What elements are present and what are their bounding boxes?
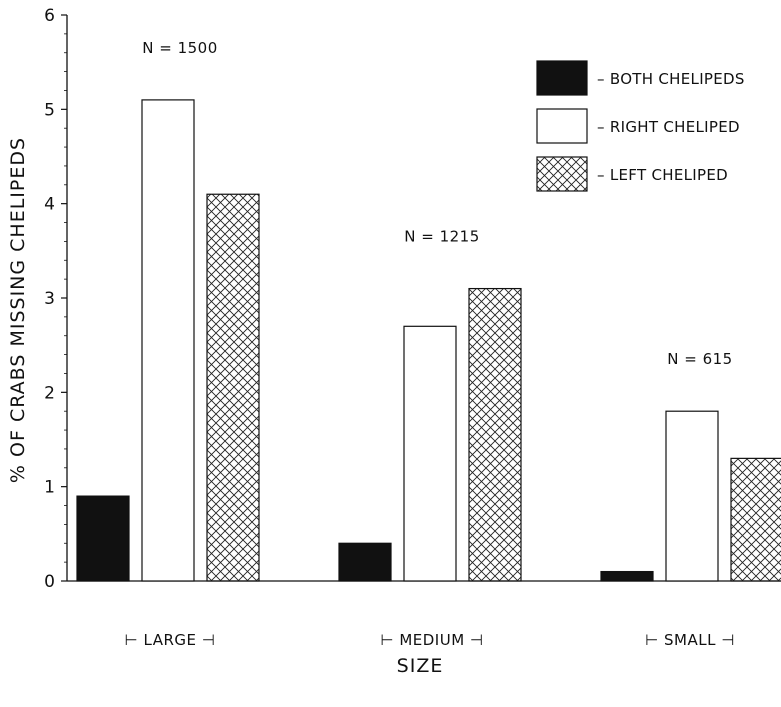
bar-small-both-chelipeds [600,570,654,582]
bar-large-right-cheliped [141,99,195,582]
bar-medium-right-cheliped [403,325,457,582]
bar-small-left-cheliped [730,457,781,582]
y-tick-label: 0 [44,572,55,592]
category-label-large: ⊢ LARGE ⊣ [125,631,216,649]
y-tick-label: 6 [44,6,55,26]
y-tick-label: 1 [44,478,55,498]
bar-medium-both-chelipeds [338,542,392,582]
legend-swatch-right-cheliped [536,108,588,144]
legend-label: – LEFT CHELIPED [597,166,728,184]
bar-small-right-cheliped [665,410,719,582]
legend-label: – RIGHT CHELIPED [597,118,740,136]
legend-label: – BOTH CHELIPEDS [597,70,745,88]
bar-medium-left-cheliped [468,287,522,582]
y-tick-label: 5 [44,100,55,120]
legend-swatch-left-cheliped [536,156,588,192]
category-label-small: ⊢ SMALL ⊣ [645,631,735,649]
x-axis-title: SIZE [397,655,444,677]
sample-size-label: N = 615 [667,350,732,368]
bar-large-both-chelipeds [76,495,130,582]
y-tick-label: 4 [44,195,55,215]
y-axis-title: % OF CRABS MISSING CHELIPEDS [7,137,29,483]
labels: N = 1500 ⊢ LARGE ⊣ N = 1215 ⊢ MEDIUM ⊣ N = 6… [125,39,735,649]
bars [76,99,781,582]
y-tick-label: 3 [44,289,55,309]
y-tick-label: 2 [44,383,55,403]
legend: – BOTH CHELIPEDS – RIGHT CHELIPED – LEFT C… [536,60,745,192]
category-label-medium: ⊢ MEDIUM ⊣ [381,631,484,649]
sample-size-label: N = 1215 [404,228,480,246]
legend-swatch-both-chelipeds [536,60,588,96]
bar-large-left-cheliped [206,193,260,582]
sample-size-label: N = 1500 [142,39,218,57]
